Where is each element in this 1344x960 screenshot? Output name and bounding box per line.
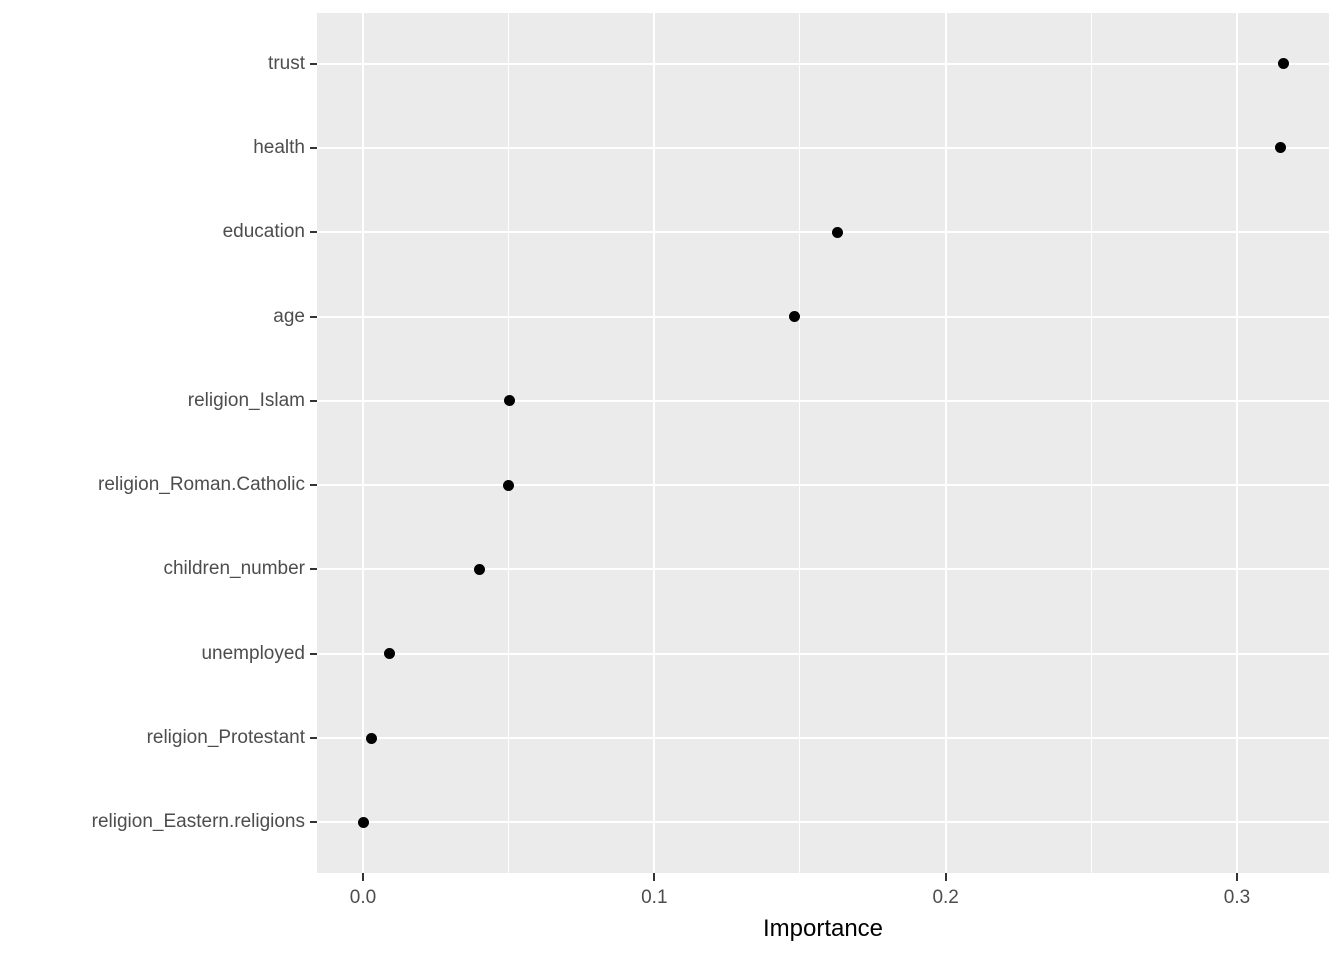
major-gridline-x bbox=[653, 13, 656, 873]
data-point-health bbox=[1275, 142, 1287, 154]
major-gridline-y bbox=[317, 652, 1329, 655]
y-axis-tick bbox=[310, 62, 317, 65]
major-gridline-y bbox=[317, 484, 1329, 487]
x-axis-tick-label: 0.1 bbox=[641, 887, 668, 908]
y-axis-label: religion_Islam bbox=[187, 389, 305, 411]
data-point-unemployed bbox=[383, 648, 395, 660]
plot-panel bbox=[317, 13, 1329, 873]
x-axis-tick bbox=[944, 873, 947, 881]
data-point-religion_Protestant bbox=[366, 732, 378, 744]
y-axis-label: children_number bbox=[163, 558, 305, 580]
y-axis-tick bbox=[310, 821, 317, 824]
y-axis-tick bbox=[310, 399, 317, 402]
y-axis-label: education bbox=[222, 221, 305, 243]
major-gridline-y bbox=[317, 62, 1329, 65]
major-gridline-x bbox=[1235, 13, 1238, 873]
x-axis-tick bbox=[1235, 873, 1238, 881]
x-axis-tick-label: 0.3 bbox=[1223, 887, 1251, 908]
y-axis-tick bbox=[310, 315, 317, 318]
major-gridline-x bbox=[944, 13, 947, 873]
y-axis-label: religion_Protestant bbox=[146, 727, 305, 749]
y-axis-tick bbox=[310, 568, 317, 571]
data-point-children_number bbox=[474, 563, 486, 575]
minor-gridline-x bbox=[1090, 13, 1092, 873]
x-axis-tick-label: 0.0 bbox=[349, 887, 377, 908]
x-axis-tick-label: 0.2 bbox=[932, 887, 959, 908]
y-axis-tick bbox=[310, 652, 317, 655]
major-gridline-x bbox=[362, 13, 364, 873]
y-axis-tick bbox=[310, 146, 317, 149]
major-gridline-y bbox=[317, 231, 1329, 234]
minor-gridline-x bbox=[508, 13, 510, 873]
y-axis-label: trust bbox=[268, 52, 305, 74]
y-axis-label: unemployed bbox=[201, 642, 305, 664]
data-point-religion_Islam bbox=[503, 395, 515, 407]
major-gridline-y bbox=[317, 315, 1329, 318]
major-gridline-y bbox=[317, 399, 1329, 402]
major-gridline-y bbox=[317, 737, 1329, 740]
x-axis-tick bbox=[653, 873, 656, 881]
major-gridline-y bbox=[317, 821, 1329, 824]
minor-gridline-x bbox=[799, 13, 801, 873]
y-axis-label: health bbox=[253, 136, 305, 158]
x-axis-tick bbox=[362, 873, 364, 881]
major-gridline-y bbox=[317, 568, 1329, 571]
data-point-trust bbox=[1278, 58, 1290, 70]
data-point-religion_Eastern.religions bbox=[357, 816, 369, 828]
data-point-age bbox=[788, 311, 800, 323]
y-axis-label: age bbox=[273, 305, 305, 327]
major-gridline-y bbox=[317, 146, 1329, 149]
data-point-education bbox=[832, 226, 844, 238]
x-axis-title: Importance bbox=[762, 915, 884, 942]
y-axis-label: religion_Roman.Catholic bbox=[98, 474, 305, 496]
y-axis-label: religion_Eastern.religions bbox=[91, 811, 305, 833]
y-axis-tick bbox=[310, 231, 317, 234]
y-axis-tick bbox=[310, 484, 317, 487]
data-point-religion_Roman.Catholic bbox=[503, 479, 515, 491]
y-axis-tick bbox=[310, 737, 317, 740]
